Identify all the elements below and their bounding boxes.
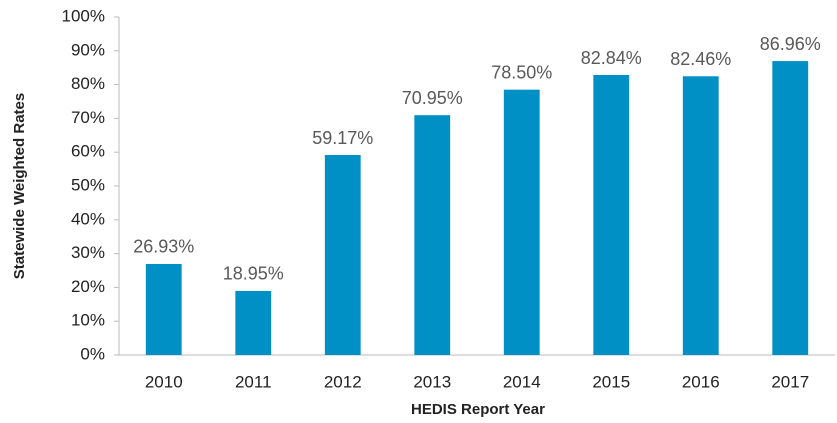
x-tick-label: 2013	[413, 372, 451, 391]
value-label: 82.84%	[581, 48, 642, 68]
value-label: 86.96%	[760, 34, 821, 54]
bar	[145, 263, 182, 355]
y-tick-label: 40%	[71, 209, 105, 228]
bar	[503, 89, 540, 356]
x-tick-label: 2010	[145, 372, 183, 391]
bar	[772, 61, 809, 356]
bar	[324, 155, 361, 355]
x-tick-label: 2012	[324, 372, 362, 391]
x-axis-label: HEDIS Report Year	[411, 401, 545, 418]
y-tick-label: 100%	[62, 6, 105, 25]
bar	[682, 76, 719, 355]
y-tick-label: 0%	[80, 344, 105, 363]
y-tick-label: 70%	[71, 108, 105, 127]
bar	[235, 290, 272, 355]
value-label: 82.46%	[670, 49, 731, 69]
value-label: 59.17%	[312, 128, 373, 148]
bar	[593, 75, 630, 356]
y-tick-label: 60%	[71, 142, 105, 161]
y-tick-label: 30%	[71, 243, 105, 262]
x-tick-label: 2016	[682, 372, 720, 391]
y-axis-label: Statewide Weighted Rates	[11, 93, 28, 279]
value-label: 70.95%	[402, 88, 463, 108]
value-label: 78.50%	[491, 62, 552, 82]
y-tick-label: 90%	[71, 40, 105, 59]
x-tick-label: 2014	[503, 372, 541, 391]
y-tick-label: 20%	[71, 277, 105, 296]
y-tick-label: 50%	[71, 175, 105, 194]
x-tick-label: 2015	[592, 372, 630, 391]
value-label: 26.93%	[133, 237, 194, 257]
y-tick-label: 10%	[71, 311, 105, 330]
value-label: 18.95%	[223, 264, 284, 284]
x-tick-label: 2011	[235, 372, 272, 391]
bar	[414, 115, 451, 356]
y-tick-label: 80%	[71, 74, 105, 93]
x-tick-label: 2017	[771, 372, 809, 391]
